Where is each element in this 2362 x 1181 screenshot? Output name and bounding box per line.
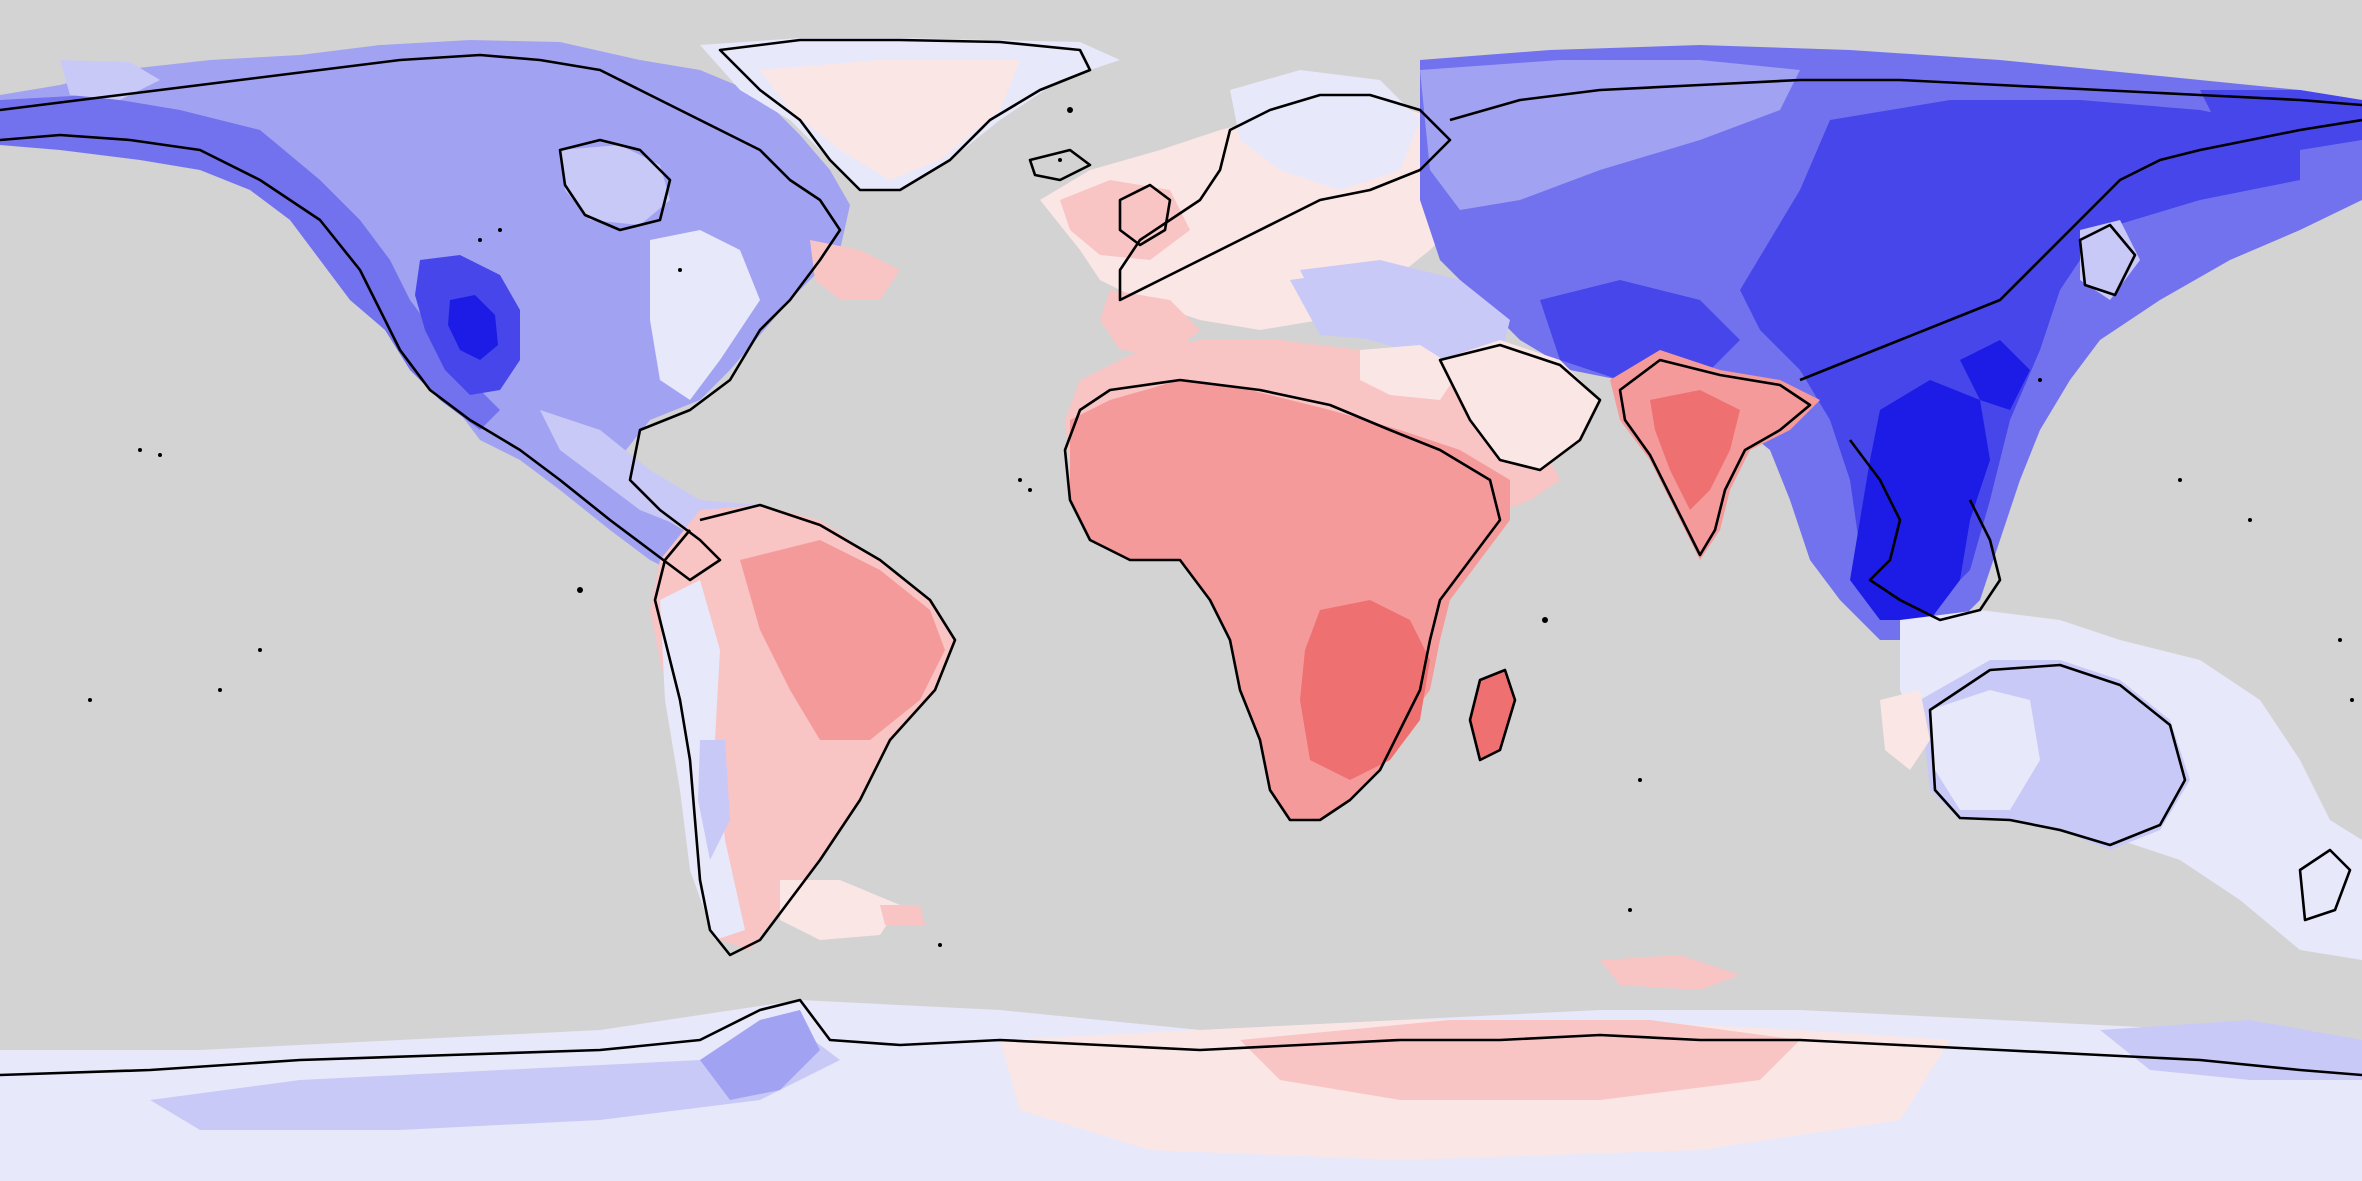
australia-west-light [1930,690,2040,810]
alaska-light [60,60,160,100]
speck [2248,518,2252,522]
andes-blue [698,740,730,860]
coast-europe [1118,93,1452,302]
weddell-warm [1600,955,1740,990]
speck [158,453,162,457]
coast-madagascar [1468,668,1517,762]
coast-antarctica [0,998,2362,1077]
speck [498,228,502,232]
speck [478,238,482,242]
coast-japan [2078,223,2137,297]
north-america-field [0,40,900,580]
india-warm-core [1650,390,1740,510]
coast-greenland [718,38,1092,192]
antarctica-east-blue [2100,1020,2362,1080]
antarctic-peninsula-blue [700,1010,820,1100]
australia-warm-edge [1880,690,1930,770]
island-specks [88,107,2354,947]
speck [938,943,942,947]
tibet-deep [1540,280,1740,380]
speck [1067,107,1073,113]
speck [1638,778,1642,782]
coastlines [0,38,2362,1077]
greenland-warm [760,60,1020,180]
central-america-light [540,410,780,535]
coast-india [1618,358,1812,557]
speck [1058,158,1062,162]
south-america-field [540,410,955,950]
japan-light [2080,220,2140,300]
speck [577,587,583,593]
arabia-warm [1440,340,1600,470]
coast-asia-east [1799,118,2362,382]
coast-se-asia [1848,439,2002,622]
speck [1018,478,1022,482]
speck [1628,908,1632,912]
coast-north-america [0,53,842,582]
australia-field [1880,610,2362,960]
speck [2038,378,2042,382]
iberia-warm [1100,290,1200,355]
labrador-warm [810,240,900,300]
coast-asia-north [1449,78,2362,122]
coast-arabia [1438,343,1602,472]
west-asia-light [1300,260,1510,360]
coast-australia [1928,663,2187,847]
coast-new-zealand [2298,848,2352,922]
coast-south-america [653,503,957,957]
antarctica-west-blue [150,1030,840,1130]
coast-uk [1118,183,1172,247]
east-coast-light [650,230,760,400]
scandinavia-light [1230,70,1420,190]
speck [2338,638,2342,642]
coast-africa [1063,378,1502,822]
coast-hudson [558,138,672,232]
antarctica-field [0,905,2362,1181]
china-cold [1960,340,2030,410]
south-georgia-warm [880,905,925,925]
speck [1028,488,1032,492]
se-asia-cold-core [1850,380,1990,620]
patagonia-warm [780,880,900,940]
india-field [1610,350,1820,560]
speck [1542,617,1548,623]
coast-iceland [1028,148,1092,182]
uk-warm [1060,180,1190,260]
siberia-light [1420,60,1800,210]
kamchatka-deep [2200,90,2362,150]
greenland-field [700,38,1120,190]
speck [258,648,262,652]
north-america-cold-spot [448,295,498,360]
speck [218,688,222,692]
speck [678,268,682,272]
mideast-light [1360,345,1460,400]
speck [2178,478,2182,482]
speck [2350,698,2354,702]
africa-field [1065,340,1600,820]
speck [138,448,142,452]
brazil-warm [740,540,945,740]
north-america-deep-band [0,95,500,430]
speck [88,698,92,702]
hudson-light [560,145,670,225]
